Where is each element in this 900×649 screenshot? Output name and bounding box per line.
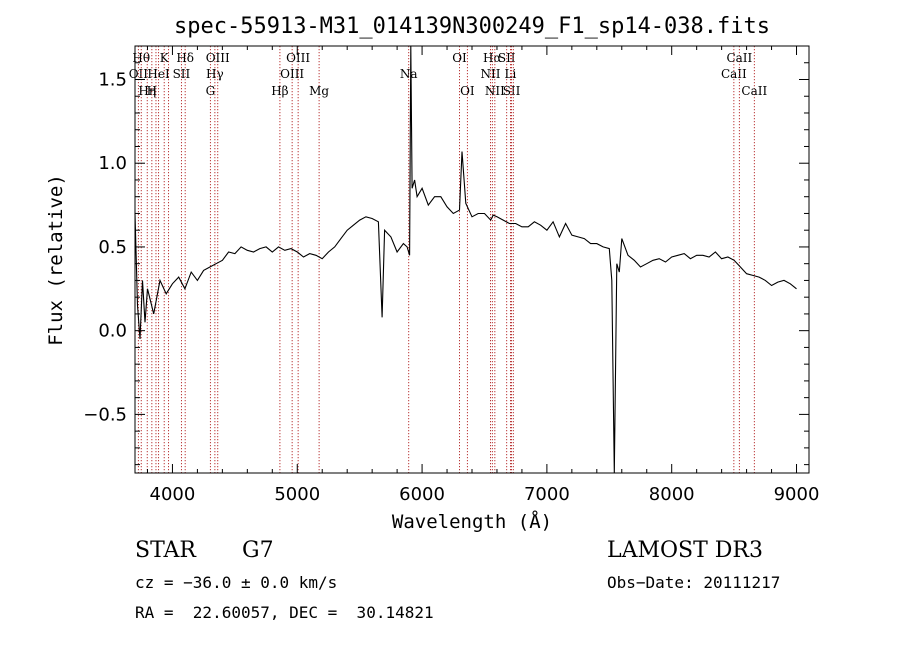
y-tick-label: 1.5 — [98, 69, 127, 90]
line-marker-label: NII — [485, 84, 505, 98]
line-marker-label: OIII — [286, 51, 310, 65]
line-marker-label: Hδ — [176, 51, 194, 65]
x-tick-label: 4000 — [150, 484, 196, 505]
chart-title: spec-55913-M31_014139N300249_F1_sp14-038… — [174, 14, 770, 39]
x-tick-label: 5000 — [274, 484, 320, 505]
sky-coordinates: RA = 22.60057, DEC = 30.14821 — [135, 603, 434, 622]
line-marker-label: OIII — [206, 51, 230, 65]
y-tick-label: 0.0 — [98, 321, 127, 342]
x-tick-label: 7000 — [524, 484, 570, 505]
line-marker-label: OI — [460, 84, 475, 98]
x-tick-label: 8000 — [649, 484, 695, 505]
x-axis-label: Wavelength (Å) — [392, 510, 552, 533]
line-marker-label: HeI — [147, 67, 170, 81]
line-marker-label: OI — [452, 51, 467, 65]
y-tick-label: 0.5 — [98, 237, 127, 258]
line-marker-label: SII — [173, 67, 191, 81]
line-marker-label: Hα — [483, 51, 502, 65]
line-marker-label: K — [160, 51, 170, 65]
y-tick-label: −0.5 — [83, 404, 127, 425]
line-marker-label: Li — [505, 67, 517, 81]
line-marker-label: CaII — [741, 84, 767, 98]
object-type: STAR — [135, 538, 196, 563]
line-marker-label: Hβ — [271, 84, 288, 98]
line-marker-label: SII — [503, 84, 521, 98]
line-marker-label: CaII — [721, 67, 747, 81]
y-axis-label: Flux (relative) — [45, 174, 67, 346]
x-tick-label: 6000 — [399, 484, 445, 505]
x-axis: 4000 5000 6000 7000 8000 9000 — [146, 46, 820, 505]
plot-frame — [134, 45, 810, 474]
line-marker-label: OII — [129, 67, 149, 81]
y-axis: −0.5 0.0 0.5 1.0 1.5 — [83, 62, 809, 466]
y-tick-label: 1.0 — [98, 153, 127, 174]
line-marker-label: G — [206, 84, 216, 98]
line-marker-label: CaII — [726, 51, 752, 65]
line-marker-label: Hγ — [206, 67, 224, 81]
x-tick-label: 9000 — [774, 484, 820, 505]
line-marker-label: NII — [480, 67, 500, 81]
line-marker-label: H — [147, 84, 157, 98]
line-marker-label: Hθ — [132, 51, 150, 65]
survey-name: LAMOST DR3 — [607, 538, 763, 563]
line-marker-label: Na — [400, 67, 418, 81]
line-marker-label: OIII — [280, 67, 304, 81]
observation-date: Obs−Date: 20111217 — [607, 573, 781, 592]
emission-line-markers: OIIHθHηHHeIKSIIHδGHγOIIIHβOIIIOIIIMgNaOI… — [129, 46, 767, 473]
line-marker-label: Mg — [309, 84, 329, 98]
spectrum-line — [134, 45, 797, 474]
redshift-value: cz = −36.0 ± 0.0 km/s — [135, 573, 338, 592]
subclass: G7 — [242, 538, 274, 563]
